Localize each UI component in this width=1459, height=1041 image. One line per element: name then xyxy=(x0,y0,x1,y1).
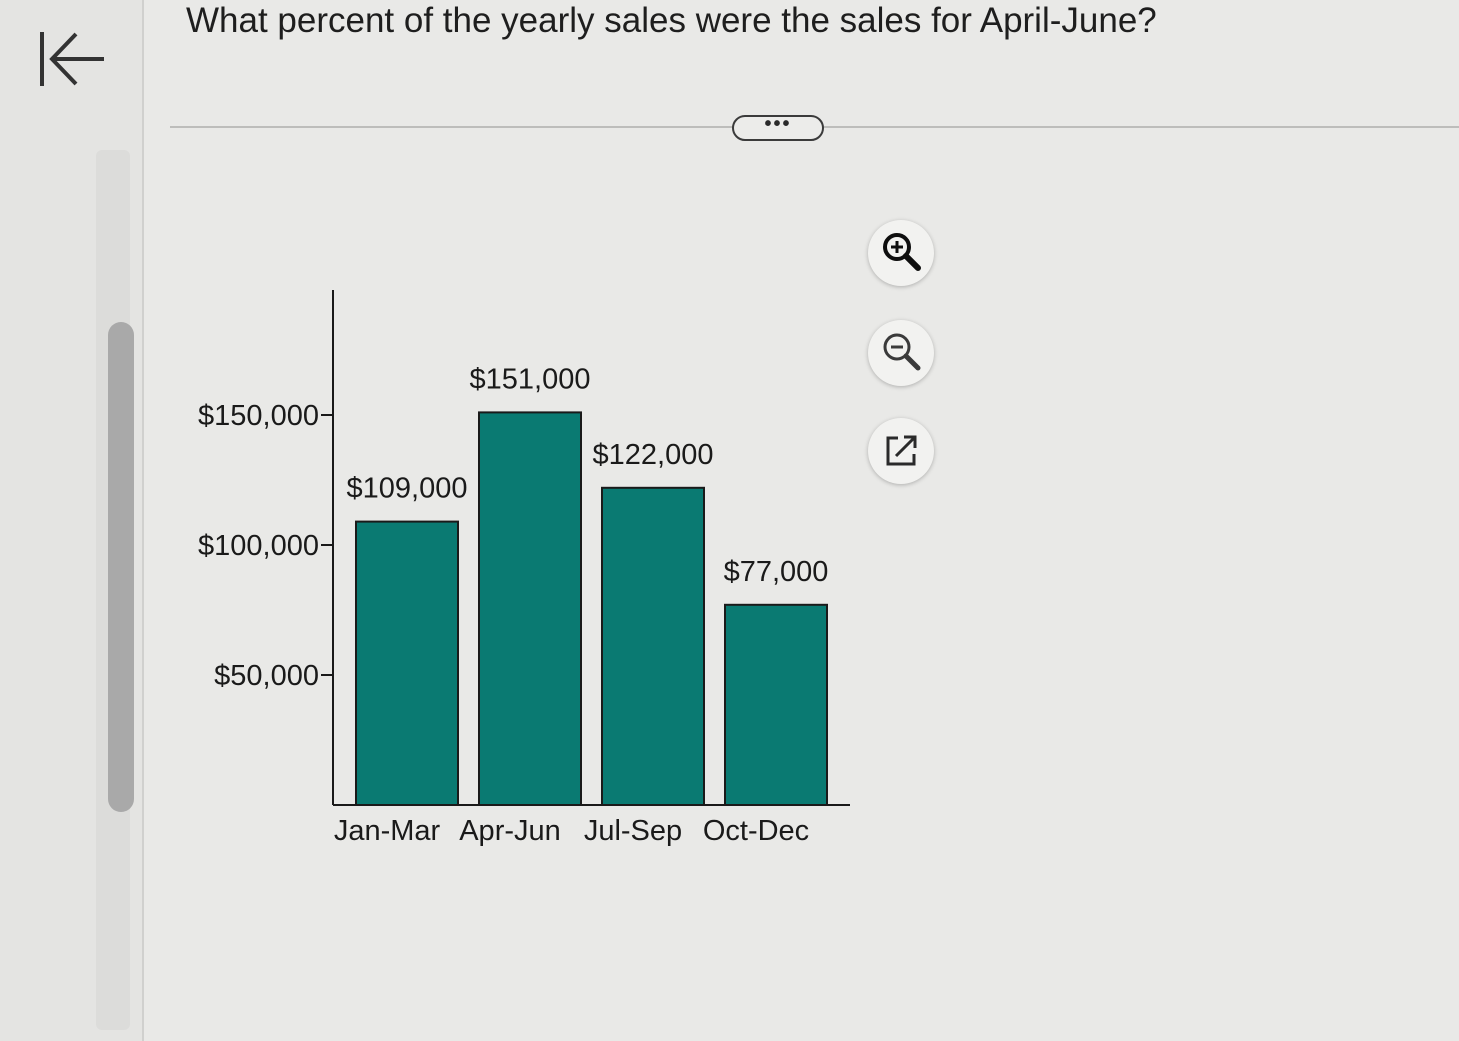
more-options-button[interactable]: ••• xyxy=(732,114,824,141)
y-tick-label: $50,000 xyxy=(214,660,319,692)
collapse-panel-button[interactable] xyxy=(30,28,114,98)
bar-jan-mar[interactable] xyxy=(355,520,459,806)
data-label: $109,000 xyxy=(347,473,468,505)
bar-oct-dec[interactable] xyxy=(724,603,828,806)
chart-svg: $50,000 $100,000 $150,000 $109,000 Jan-Mar $1… xyxy=(198,290,850,847)
left-panel xyxy=(0,0,144,1041)
zoom-in-icon xyxy=(883,233,921,271)
zoom-out-button[interactable] xyxy=(868,320,934,386)
collapse-left-icon xyxy=(40,32,104,86)
question-text: What percent of the yearly sales were th… xyxy=(186,1,1157,40)
data-label: $122,000 xyxy=(593,439,714,471)
y-tick-label: $150,000 xyxy=(198,400,319,432)
zoom-out-icon xyxy=(883,333,921,371)
x-tick-label: Apr-Jun xyxy=(459,815,561,847)
bar-apr-jun[interactable] xyxy=(478,411,582,806)
sales-bar-chart: $50,000 $100,000 $150,000 $109,000 Jan-Mar $1… xyxy=(170,270,890,870)
x-tick-label: Jan-Mar xyxy=(334,815,441,847)
data-label: $77,000 xyxy=(724,556,829,588)
data-label: $151,000 xyxy=(470,363,591,395)
x-tick-label: Jul-Sep xyxy=(584,815,682,847)
zoom-in-button[interactable] xyxy=(868,220,934,286)
open-external-button[interactable] xyxy=(868,418,934,484)
open-external-icon xyxy=(886,435,917,466)
bar-jul-sep[interactable] xyxy=(601,486,705,807)
x-tick-label: Oct-Dec xyxy=(703,815,809,847)
y-tick-label: $100,000 xyxy=(198,530,319,562)
scroll-thumb[interactable] xyxy=(108,322,134,812)
